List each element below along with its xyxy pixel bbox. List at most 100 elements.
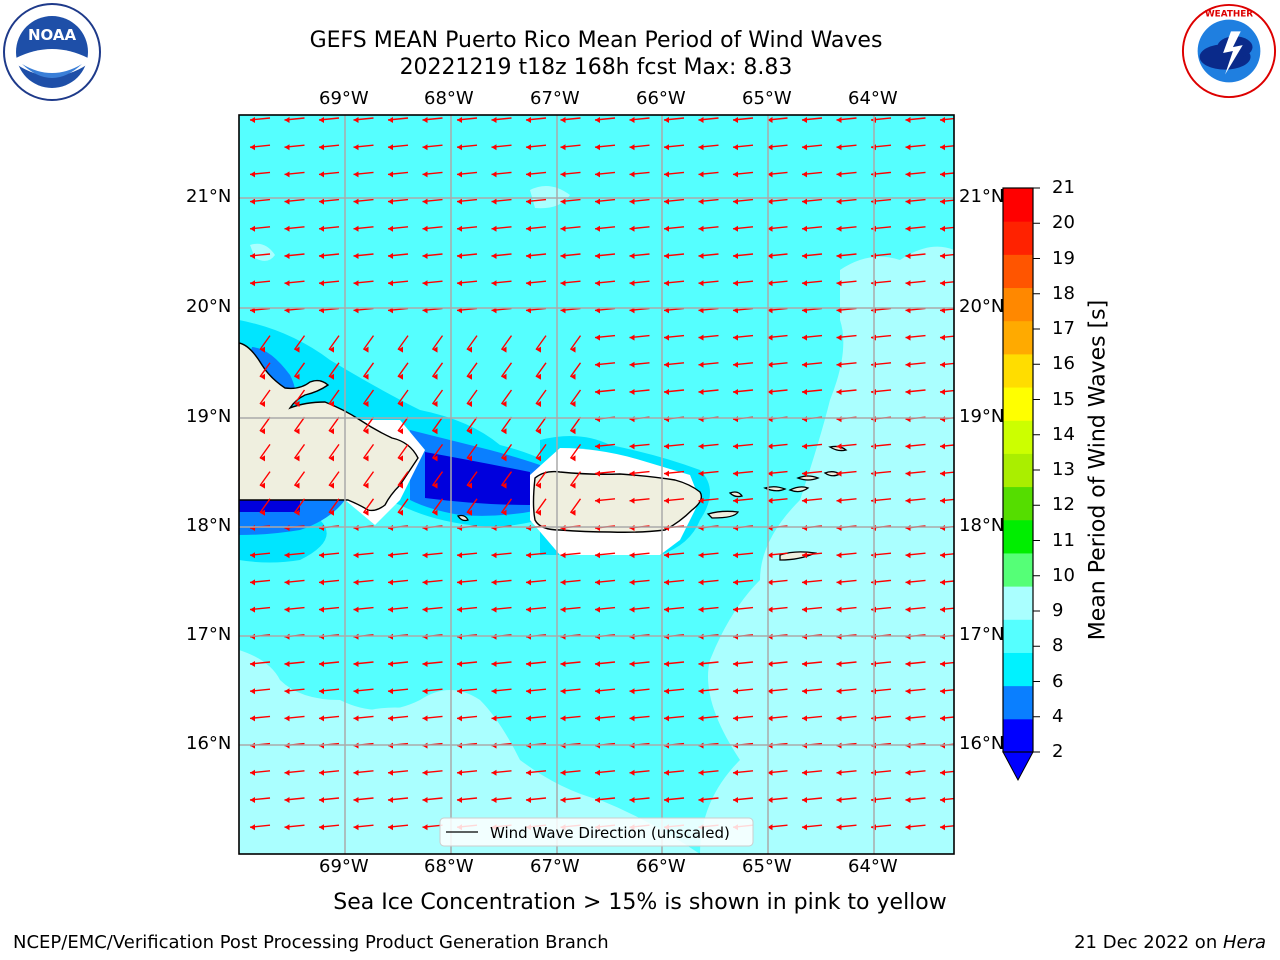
wind-wave-arrowhead (629, 797, 635, 803)
wind-wave-arrowhead (526, 144, 531, 151)
wind-wave-arrowhead (501, 428, 507, 435)
wind-wave-arrow (431, 362, 444, 378)
wind-wave-arrowhead (501, 401, 507, 407)
wind-wave-arrowhead (664, 606, 669, 613)
wind-wave-arrow (362, 362, 375, 378)
wind-wave-arrowhead (595, 497, 600, 504)
lat-label-left-21n: 21°N (186, 186, 232, 207)
colorbar (1002, 187, 1040, 782)
wind-wave-arrowhead (629, 552, 635, 559)
wind-wave-arrow (466, 362, 478, 378)
wind-wave-arrow (431, 416, 444, 432)
wind-wave-arrowhead (767, 443, 773, 450)
wind-wave-arrow (569, 416, 582, 432)
wind-wave-arrowhead (329, 455, 334, 462)
wind-wave-arrow (535, 416, 547, 432)
wind-wave-arrow (466, 498, 478, 514)
wind-wave-arrow (535, 335, 547, 351)
wind-wave-arrowhead (319, 552, 324, 559)
wind-wave-arrowhead (733, 307, 738, 314)
wind-wave-arrowhead (698, 606, 704, 613)
wind-wave-arrowhead (595, 117, 600, 123)
colorbar-segment (1003, 619, 1033, 653)
wind-wave-arrowhead (802, 389, 807, 395)
wind-wave-arrowhead (329, 346, 334, 353)
sea-ice-note: Sea Ice Concentration > 15% is shown in … (333, 890, 947, 915)
wind-wave-arrowhead (802, 361, 807, 368)
wind-wave-arrowhead (491, 253, 497, 259)
lon-label-bottom-64w: 64°W (848, 856, 898, 877)
wind-wave-arrowhead (629, 443, 635, 450)
wind-wave-arrowhead (940, 769, 945, 776)
wind-wave-arrowhead (595, 361, 600, 368)
wind-wave-arrowhead (629, 661, 635, 667)
wind-wave-arrowhead (767, 225, 773, 232)
wind-wave-arrow (293, 443, 306, 459)
wind-wave-arrowhead (329, 428, 334, 435)
wind-wave-arrowhead (836, 443, 842, 450)
wind-wave-arrowhead (595, 552, 600, 559)
wind-wave-arrowhead (422, 253, 428, 259)
wind-wave-arrowhead (491, 715, 497, 722)
wind-wave-arrowhead (595, 715, 600, 722)
wind-wave-arrowhead (767, 117, 773, 123)
wind-wave-arrowhead (595, 688, 600, 695)
legend-label: Wind Wave Direction (unscaled) (490, 824, 730, 842)
colorbar-tick-label: 11 (1052, 529, 1075, 551)
wind-wave-arrowhead (629, 769, 635, 776)
wind-wave-arrow (328, 362, 340, 378)
wind-wave-arrowhead (698, 769, 704, 776)
wind-wave-arrowhead (319, 606, 324, 613)
wind-wave-arrowhead (629, 253, 635, 259)
wind-wave-arrow (500, 335, 513, 351)
wind-wave-arrowhead (353, 661, 359, 667)
wind-wave-arrowhead (491, 117, 497, 123)
wind-wave-arrowhead (905, 198, 911, 205)
wind-wave-arrowhead (570, 401, 576, 407)
svg-text:WEATHER: WEATHER (1205, 10, 1253, 20)
wind-wave-arrowhead (767, 361, 773, 368)
wind-wave-arrowhead (319, 198, 324, 205)
wind-wave-arrow (293, 471, 306, 487)
wind-wave-arrowhead (250, 253, 255, 259)
wind-wave-arrowhead (250, 606, 255, 613)
wind-wave-arrowhead (802, 225, 807, 232)
wind-wave-arrowhead (457, 579, 462, 586)
wind-wave-arrowhead (294, 401, 300, 407)
wind-wave-arrowhead (836, 334, 842, 341)
wind-wave-arrowhead (388, 824, 393, 831)
wind-wave-arrow (328, 443, 340, 459)
colorbar-segment (1003, 718, 1033, 753)
wind-wave-arrowhead (767, 579, 773, 586)
hispaniola-land (239, 342, 419, 512)
wind-wave-arrowhead (250, 661, 255, 667)
lon-label-top-64w: 64°W (848, 88, 898, 109)
wind-wave-arrowhead (422, 715, 428, 722)
wind-wave-arrowhead (767, 769, 773, 776)
wind-wave-arrowhead (526, 280, 531, 287)
lat-label-right-21n: 21°N (959, 186, 1005, 207)
wind-wave-arrow (569, 362, 582, 378)
wind-wave-arrowhead (595, 198, 600, 205)
wind-wave-arrowhead (501, 373, 507, 380)
wind-wave-arrow (362, 471, 375, 487)
wind-wave-arrowhead (767, 389, 773, 395)
wind-wave-arrowhead (733, 334, 738, 341)
wind-wave-arrowhead (501, 346, 507, 353)
wind-wave-arrowhead (457, 171, 462, 178)
wind-wave-arrowhead (595, 661, 600, 667)
wind-wave-arrowhead (353, 117, 359, 123)
wind-wave-arrowhead (940, 579, 945, 586)
wind-wave-arrow (466, 335, 478, 351)
wind-wave-arrowhead (905, 280, 911, 287)
colorbar-segment (1003, 254, 1033, 289)
wind-wave-arrowhead (536, 455, 541, 462)
wind-wave-arrowhead (388, 144, 393, 151)
wind-wave-arrowhead (629, 497, 635, 504)
wind-wave-arrowhead (905, 171, 911, 178)
wind-wave-arrowhead (388, 171, 393, 178)
wind-wave-arrow (466, 471, 478, 487)
lat-label-left-16n: 16°N (186, 733, 232, 754)
wind-wave-arrowhead (432, 373, 438, 380)
wind-wave-arrowhead (457, 797, 462, 803)
